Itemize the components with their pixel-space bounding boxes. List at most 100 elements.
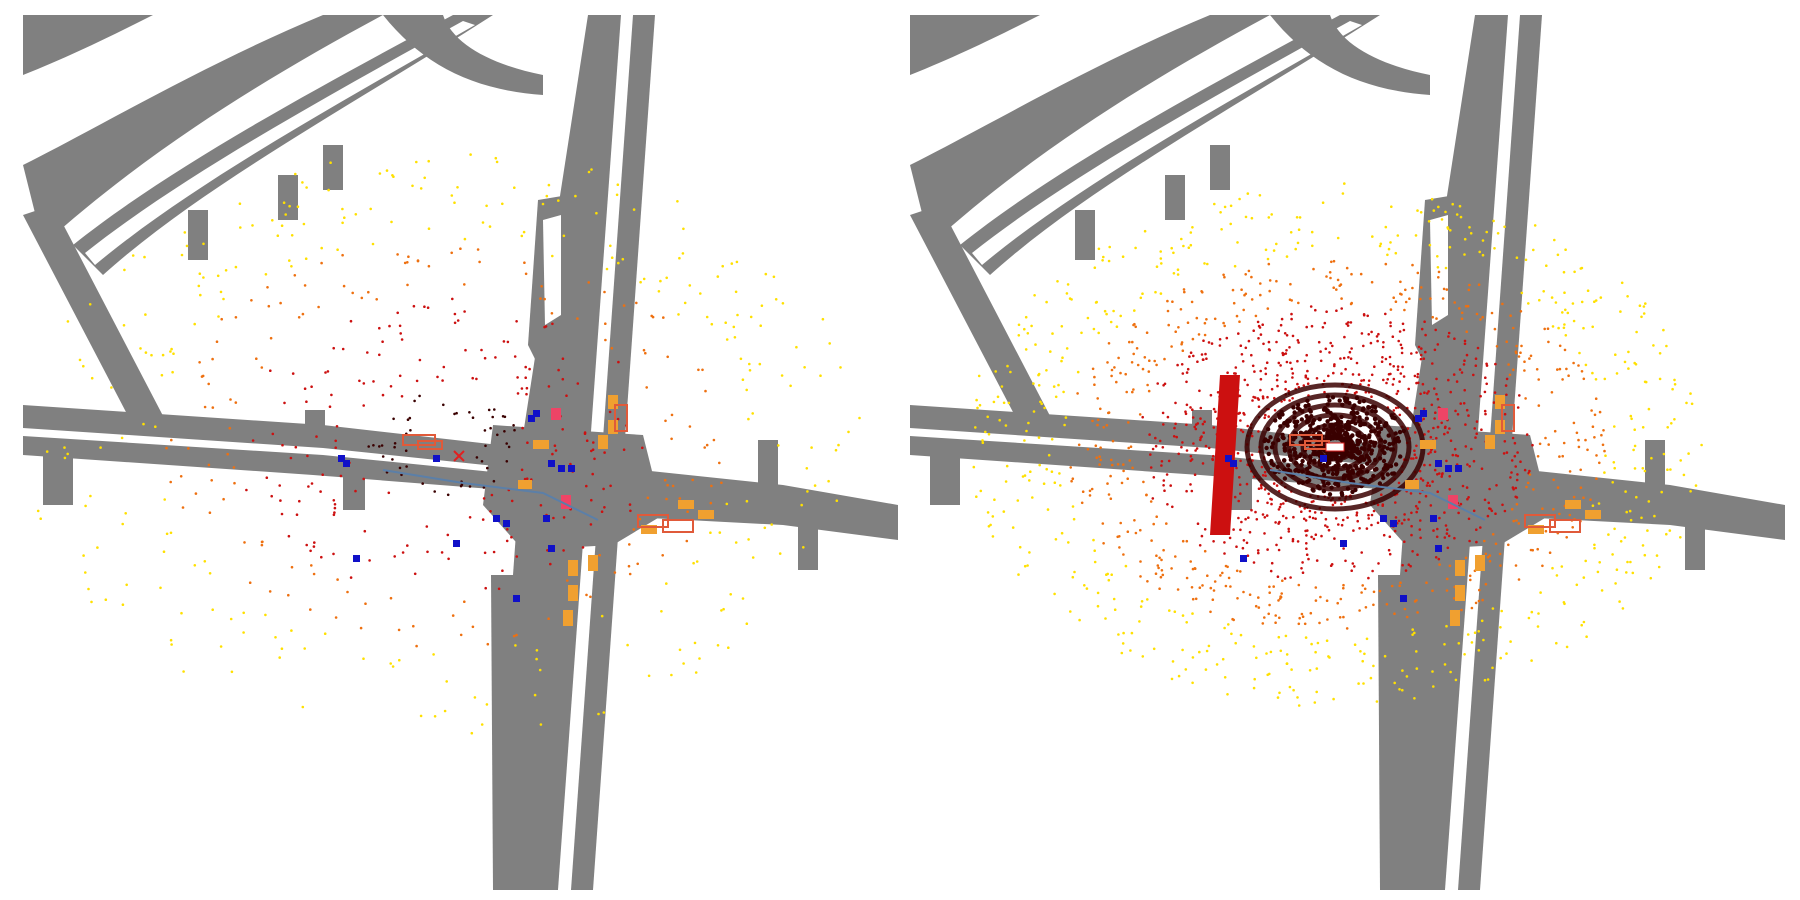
lidar-point (525, 477, 529, 481)
lidar-point (1417, 345, 1421, 349)
lidar-point (358, 379, 361, 383)
lidar-point (271, 219, 274, 222)
lidar-point (1213, 317, 1217, 321)
lidar-point (1340, 372, 1343, 375)
lidar-point (616, 417, 620, 421)
lidar-point (1276, 374, 1279, 377)
lidar-point (650, 314, 653, 318)
lidar-point (1096, 423, 1099, 427)
lidar-point (526, 441, 529, 445)
lidar-point (446, 533, 450, 537)
lidar-point (665, 497, 668, 501)
lidar-point (1116, 535, 1119, 539)
lidar-point (453, 412, 456, 416)
lidar-point (1411, 628, 1414, 631)
lidar-point (1295, 405, 1301, 411)
lidar-point (1291, 447, 1297, 452)
lidar-point (550, 312, 554, 315)
lidar-point (1025, 429, 1028, 433)
lidar-point (1126, 477, 1129, 481)
lidar-point (1282, 458, 1287, 463)
lidar-point (549, 562, 552, 566)
lidar-point (1126, 530, 1130, 533)
lidar-point (1250, 216, 1254, 220)
road-horizontal-east (1480, 465, 1785, 540)
lidar-point (1436, 255, 1439, 258)
lidar-point (1096, 418, 1100, 422)
lidar-point (298, 499, 301, 503)
lidar-point (1633, 444, 1637, 448)
lidar-point (1146, 598, 1149, 601)
lidar-point (1415, 667, 1419, 670)
lidar-point (720, 609, 723, 612)
lidar-point (1418, 528, 1422, 531)
lidar-point (1582, 326, 1585, 330)
lidar-point (1274, 621, 1277, 624)
lidar-point (1289, 282, 1292, 286)
lidar-point (1411, 263, 1414, 267)
lidar-point (378, 326, 381, 330)
lidar-point (1517, 355, 1521, 358)
lidar-point (666, 483, 669, 487)
lidar-point (1157, 566, 1160, 570)
lidar-point (1324, 347, 1328, 351)
lidar-point (1266, 451, 1271, 457)
lidar-point (1440, 475, 1443, 478)
lidar-point (392, 417, 395, 421)
lidar-point (617, 261, 620, 265)
lidar-point (484, 444, 487, 448)
lidar-point (1291, 334, 1295, 338)
lidar-point (1337, 523, 1340, 526)
lidar-point (280, 224, 284, 227)
lidar-point (1563, 323, 1566, 326)
lidar-point (264, 273, 268, 276)
lidar-point (1365, 527, 1369, 530)
lidar-point (1685, 401, 1688, 405)
lidar-point (1158, 439, 1162, 443)
lidar-point (1360, 465, 1366, 470)
lidar-point (1119, 314, 1122, 318)
lidar-point (694, 671, 698, 674)
lidar-point (1185, 539, 1189, 543)
lidar-point (1604, 454, 1607, 458)
lidar-point (1447, 331, 1451, 335)
lidar-point (1419, 357, 1423, 361)
lidar-point (1192, 442, 1195, 445)
lidar-point (590, 168, 593, 171)
lidar-point (1349, 321, 1353, 324)
lidar-point (1438, 563, 1441, 566)
lidar-point (334, 446, 338, 450)
lidar-point (1214, 410, 1217, 414)
lidar-point (1563, 291, 1566, 295)
lidar-point (1421, 382, 1425, 386)
lidar-point (1325, 427, 1330, 432)
lidar-point (320, 261, 323, 265)
lidar-point (1556, 486, 1560, 489)
lidar-point (1359, 272, 1363, 276)
lidar-point (1627, 367, 1630, 370)
lidar-point (1152, 647, 1156, 651)
lidar-point (104, 598, 108, 601)
lidar-point (251, 439, 255, 442)
lidar-point (1382, 378, 1385, 382)
lidar-point (496, 433, 499, 437)
lidar-point (1170, 677, 1174, 681)
lidar-point (230, 670, 234, 674)
lidar-point (1514, 564, 1518, 567)
lidar-point (718, 461, 721, 465)
lidar-point (1595, 477, 1598, 481)
lidar-point (1315, 559, 1319, 562)
lidar-point (1246, 192, 1250, 195)
lidar-point (1297, 583, 1301, 587)
lidar-point (1223, 676, 1227, 679)
lidar-point (1495, 345, 1499, 348)
lidar-point (1297, 622, 1301, 626)
lidar-point (1160, 558, 1163, 562)
lidar-point (488, 225, 492, 228)
lidar-point (415, 379, 419, 383)
ramp-north-corner (23, 15, 153, 75)
lidar-point (639, 280, 642, 284)
lidar-point (1113, 608, 1117, 611)
lidar-point (1376, 339, 1379, 343)
lidar-point (1372, 467, 1378, 472)
